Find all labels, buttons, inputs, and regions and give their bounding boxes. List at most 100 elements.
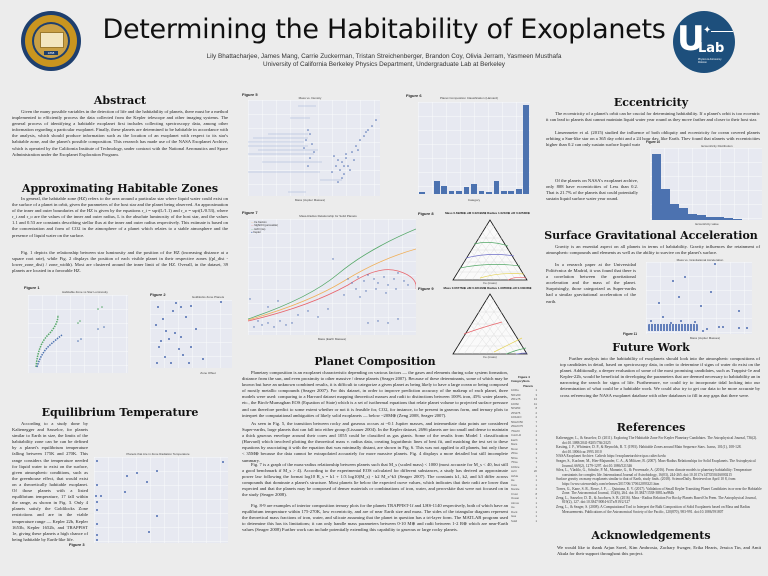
- table-row: Solid 1: [511, 518, 537, 523]
- equilibrium-text: According to a study done by Kaltenegger…: [12, 421, 228, 542]
- figure-2-label: Figure 2: [150, 292, 166, 297]
- reference-item: Zeng, L., & Seager, S. (2008). A Computa…: [556, 504, 751, 514]
- figure-6-bar: [486, 192, 492, 194]
- figure-6-xlabel: Category: [467, 198, 481, 202]
- figure-11-plot: Mass vs. Gravitational Acceleration Mass…: [636, 258, 764, 344]
- habitable-zones-heading: Approximating Habitable Zones: [21, 182, 219, 195]
- ulab-lab-text: Lab: [698, 41, 725, 56]
- reference-item: Seager, S., Kuchner, M., Hier-Majumder, …: [556, 458, 756, 468]
- reference-item: Kasting, J. F., Whitmire, D. P., & Reyno…: [556, 445, 742, 454]
- table-row: H2O 20: [511, 469, 537, 473]
- table-row: 100Fe 1: [511, 388, 537, 392]
- habitable-zones-p2: Fig. 1 depicts the relationship between …: [12, 250, 228, 274]
- gravity-p2: In a research paper at the Universidad P…: [546, 262, 636, 304]
- figure-6-bar: [478, 190, 485, 194]
- reference-item: Kaltenegger, L., & Sasselov, D. (2011). …: [556, 436, 758, 445]
- authors: Lily Bhattacharjee, James Mang, Carrie Z…: [0, 53, 768, 69]
- table-row: He 1: [511, 478, 537, 482]
- figure-6-bar: [493, 180, 500, 194]
- gravity-p1: Gravity is an essential aspect on all pl…: [546, 244, 760, 256]
- figure-6-bar: [418, 192, 425, 194]
- acknowledgements-text: We would like to thank Arjun Savel, Kim …: [557, 545, 761, 557]
- figure-2-xlabel: Zone Offset: [200, 371, 216, 375]
- figure-8-label: Figure 8: [418, 211, 434, 216]
- table-row: Mars 1: [511, 442, 537, 446]
- table-row: 100Sil 41: [511, 401, 537, 406]
- figure-9-title: Mass 0.6677M⊕ σM 0.0211M⊕ Radius 1.0855R…: [443, 286, 532, 290]
- figure-4-rows: Category Num. Planets 100Fe 1 50Fe50 3 25Fe75…: [511, 379, 537, 523]
- figure-6-bar: [448, 190, 455, 194]
- figure-1-title: Habitable Zone vs Star Luminosity: [62, 290, 108, 294]
- gravity-heading: Surface Gravitational Acceleration: [544, 229, 758, 242]
- table-row: 50Sil50 8: [511, 406, 537, 410]
- eccentricity-p2: Linsenmeier et al. (2015) studied the in…: [546, 130, 760, 148]
- star-icon: ✦: [703, 25, 712, 36]
- figure-9-label: Figure 9: [418, 286, 434, 291]
- planet-composition-p3: Fig. 7 is a graph of the mass-radius rel…: [242, 462, 508, 498]
- figure-6-bar: [515, 188, 522, 194]
- table-row: H2He 1: [511, 473, 537, 478]
- figure-6-bar: [463, 187, 470, 194]
- table-row: Core 1: [511, 482, 537, 487]
- equilibrium-paragraph: According to a study done by Kaltenegger…: [12, 421, 88, 542]
- poster-title: Determining the Habitability of Exoplane…: [102, 14, 666, 45]
- planet-composition-p1: Planetary composition is an exoplanet ch…: [242, 370, 508, 418]
- table-row: Moon 3: [511, 446, 537, 451]
- ulab-logo: U Lab ✦ Physics & Astronomy Division: [673, 11, 735, 73]
- figure-1-label: Figure 1: [24, 285, 40, 290]
- figure-6-bar: [471, 183, 477, 194]
- table-row: 100H2O 2: [511, 415, 537, 419]
- planet-composition-p2: As seen in Fig. 5, the transition betwee…: [242, 421, 508, 463]
- book-icon: [40, 32, 64, 48]
- figure-8-axis: Fe (mass): [483, 281, 497, 285]
- figure-7-legend: — Fe fraction — MgSiO3 (perovskite) — H2…: [251, 221, 278, 235]
- abstract-text: Given the many possible variables in the…: [12, 109, 228, 157]
- figure-3-title: Planets that Are in Zone Radiation Tempe…: [126, 452, 190, 456]
- figure-6-bar: [523, 105, 530, 194]
- figure-2-title: Goldilocks Zone Planets: [191, 295, 225, 299]
- figure-5-xlabel: Mass (Jupiter Masses): [294, 198, 326, 202]
- reference-item: Zeng, L., Sasselov, D. D., & Jacobsen, S…: [556, 495, 757, 505]
- table-row: Ocean 1: [511, 496, 537, 500]
- figure-7-title: Mass-Radius Relationship for Solid Plane…: [299, 214, 357, 218]
- figure-10-xlabel: Eccentricity value: [695, 222, 719, 226]
- habitable-zones-p1: In general, the habitable zone (HZ) refe…: [12, 196, 228, 238]
- table-row: Atmos 1: [511, 500, 537, 505]
- table-row: 25Fe75 13: [511, 397, 537, 401]
- figure-7-plot: Mass-Radius Relationship for Solid Plane…: [240, 214, 416, 342]
- table-row: 50Ice 3: [511, 455, 537, 460]
- table-row: Mantle 2: [511, 487, 537, 491]
- figure-8-ternary: Fe (mass): [450, 218, 530, 285]
- figure-6-title: Planet Composition Classification (Harva…: [439, 96, 499, 100]
- affiliation: University of California Berkeley Physic…: [263, 61, 505, 68]
- table-row: Cold H2 4: [511, 433, 537, 437]
- uc-berkeley-seal-logo: 1868: [21, 11, 81, 71]
- table-row: 50Fe50 3: [511, 392, 537, 397]
- figure-6-label: Figure 6: [406, 93, 422, 98]
- references-heading: References: [616, 421, 686, 434]
- table-row: 25Ice 1: [511, 451, 537, 455]
- figure-2-plot: Goldilocks Zone Planets Zone Offset: [142, 295, 234, 377]
- figure-9-axis: Fe (mass): [483, 355, 497, 359]
- ulab-u-letter: U: [677, 19, 705, 59]
- table-row: Rock 1: [511, 509, 537, 514]
- figure-10-title: Eccentricity Distribution: [701, 144, 733, 148]
- figure-10-plot: Figure 10 Eccentricity Distribution Ecce…: [640, 140, 764, 228]
- figure-11-label: Figure 11: [623, 332, 637, 336]
- table-row: 75H2O 1: [511, 428, 537, 433]
- figure-4-label: Figure 4: [518, 375, 530, 379]
- future-work-heading: Future Work: [612, 341, 690, 354]
- reference-item: NASA Exoplanet Archive. Caltech https://…: [556, 454, 666, 459]
- figure-5-label: Figure 5: [242, 92, 258, 97]
- table-row: Crust 8: [511, 491, 537, 496]
- figure-7-label: Figure 7: [242, 210, 258, 215]
- figure-6-plot: Planet Composition Classification (Harva…: [408, 96, 530, 204]
- table-row: 75Ice 7: [511, 460, 537, 464]
- figure-6-bar: [508, 190, 515, 194]
- planet-composition-p4: Fig. 8-9 are examples of interior compos…: [242, 503, 508, 533]
- figure-10-label: Figure 10: [646, 140, 661, 144]
- figure-6-bar: [433, 180, 440, 194]
- equilibrium-heading: Equilibrium Temperature: [41, 406, 199, 419]
- table-row: 25H2O75 1: [511, 424, 537, 428]
- figure-1-plot: Habitable Zone vs Star Luminosity: [20, 290, 130, 378]
